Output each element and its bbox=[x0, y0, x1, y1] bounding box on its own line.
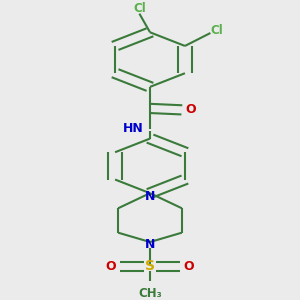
Text: O: O bbox=[184, 260, 194, 273]
Text: O: O bbox=[186, 103, 196, 116]
Text: Cl: Cl bbox=[133, 2, 146, 15]
Text: N: N bbox=[145, 238, 155, 251]
Text: CH₃: CH₃ bbox=[138, 286, 162, 299]
Text: Cl: Cl bbox=[210, 24, 223, 37]
Text: O: O bbox=[106, 260, 116, 273]
Text: S: S bbox=[145, 260, 155, 273]
Text: HN: HN bbox=[123, 122, 143, 135]
Text: N: N bbox=[145, 190, 155, 202]
